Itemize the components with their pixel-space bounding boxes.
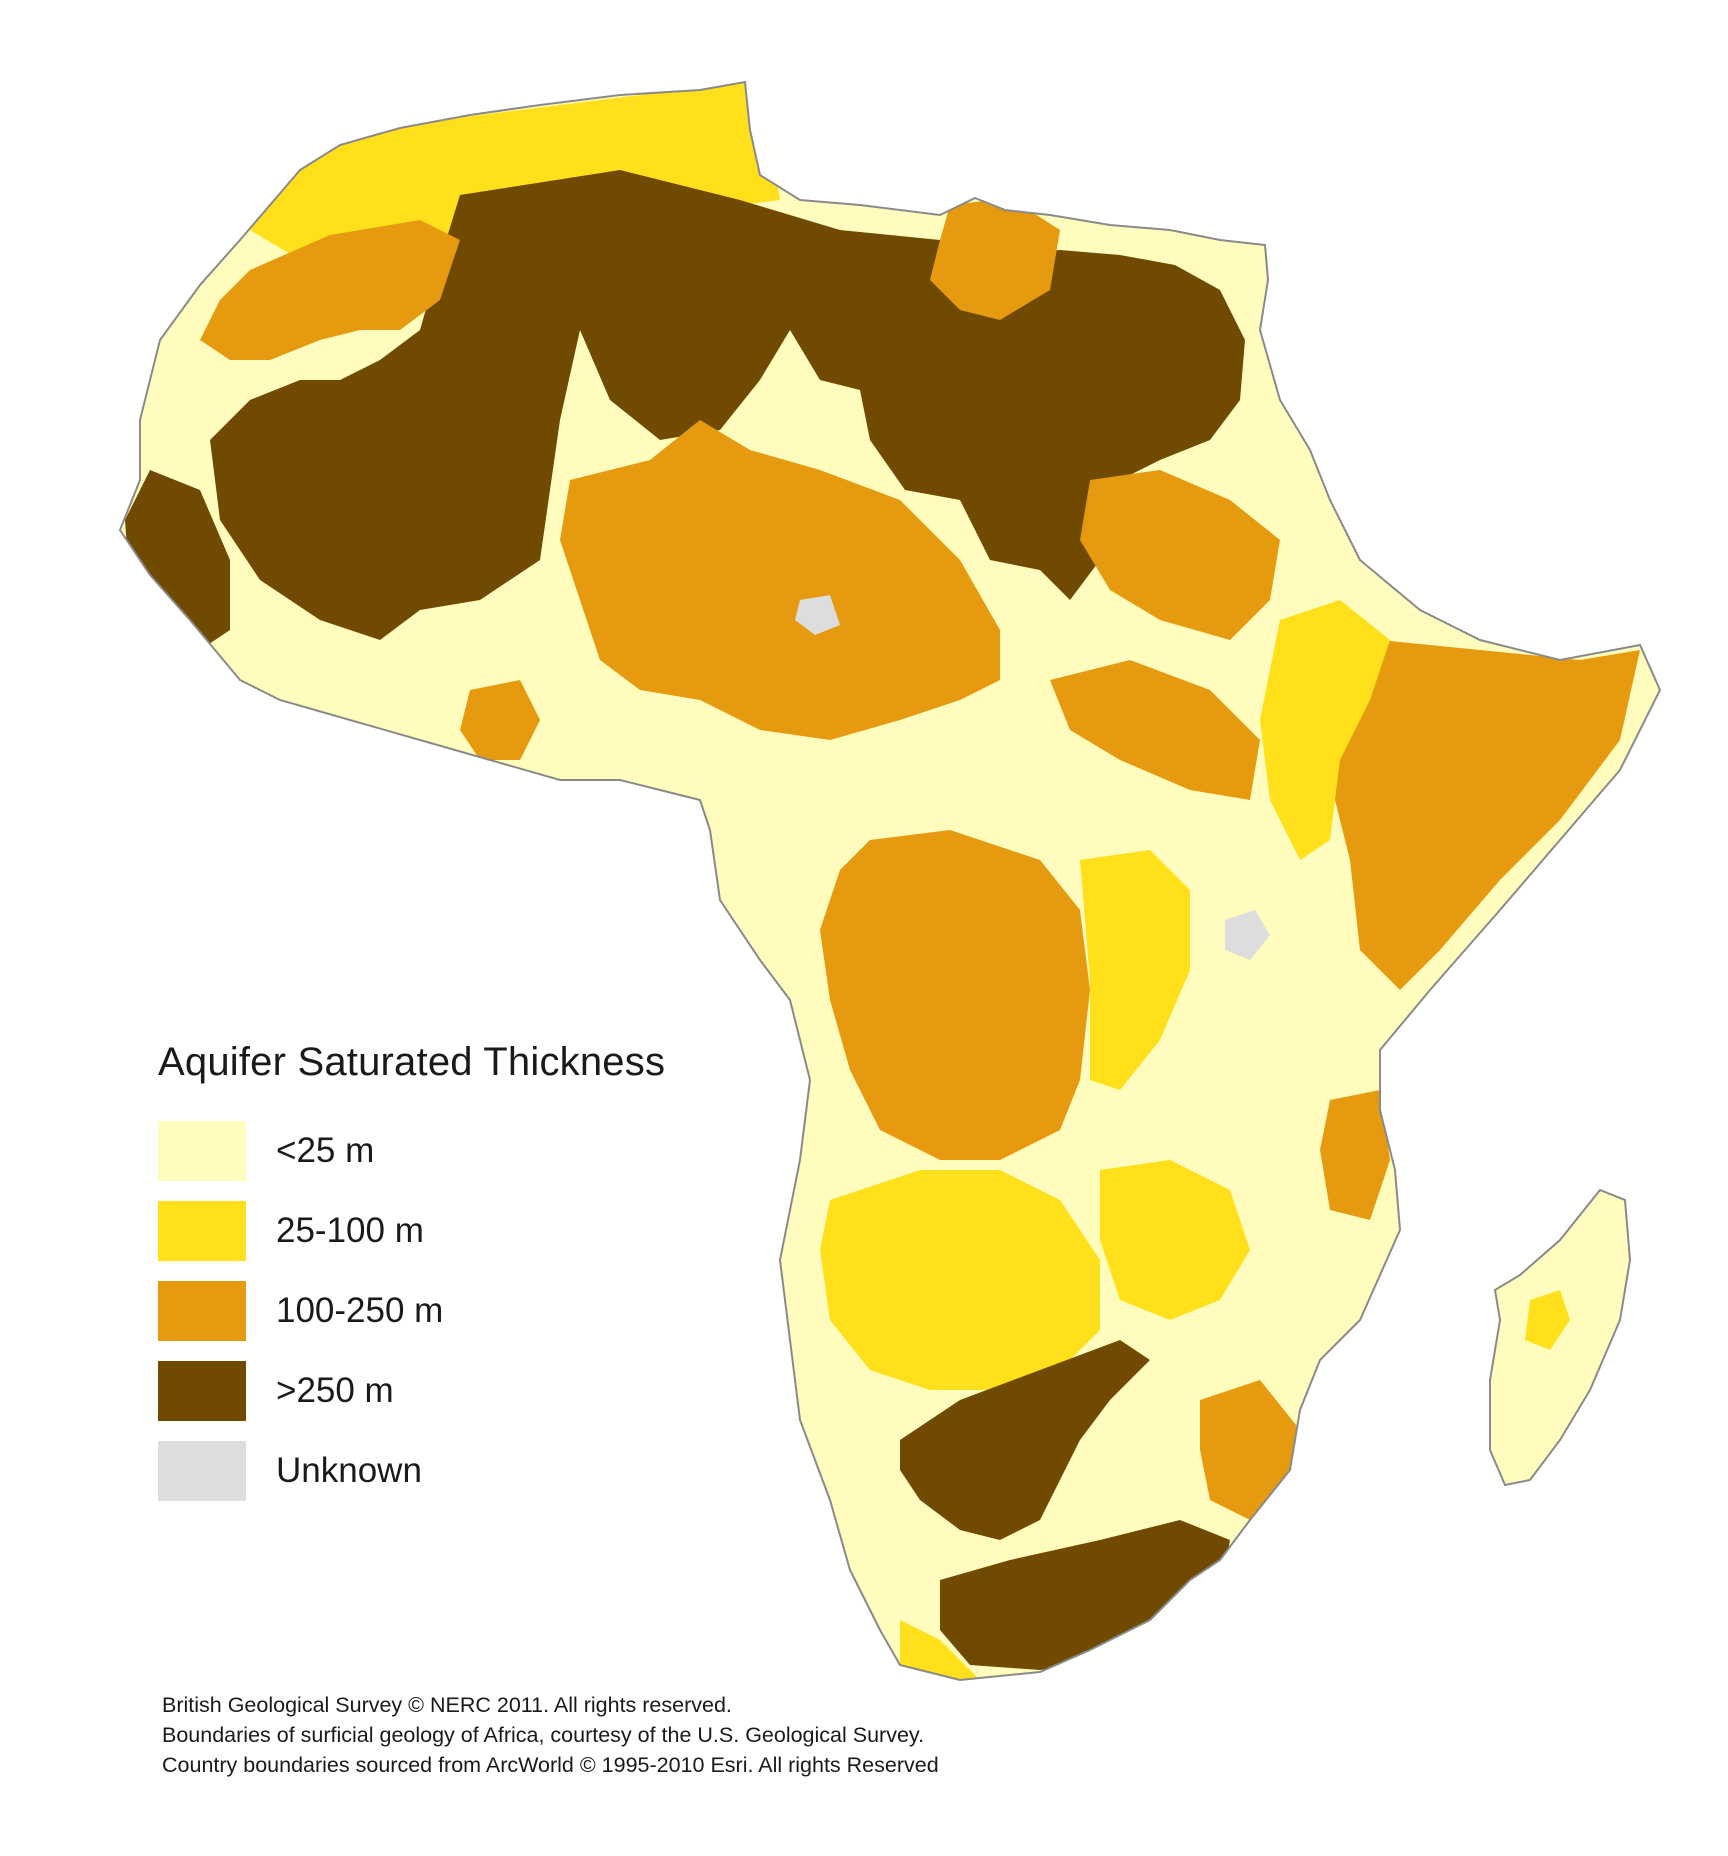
zone-botswana-gt250 (900, 1340, 1150, 1540)
map-legend: Aquifer Saturated Thickness <25 m 25-100… (158, 1040, 718, 1521)
zone-ethiopia-25-100 (1260, 600, 1390, 860)
zone-congo-basin-100-250 (820, 830, 1090, 1160)
legend-label: Unknown (276, 1451, 422, 1490)
zone-unknown-lake-victoria (1225, 910, 1270, 960)
credit-line: Country boundaries sourced from ArcWorld… (162, 1753, 939, 1777)
zone-unknown-sahara (795, 595, 840, 635)
legend-label: 100-250 m (276, 1291, 444, 1330)
zone-libya-100-250 (930, 198, 1060, 320)
legend-swatch (158, 1281, 246, 1341)
zone-tanzania-coast-100-250 (1320, 1090, 1390, 1220)
legend-item-gt250: >250 m (158, 1361, 718, 1421)
zone-niger-delta-100-250 (460, 680, 540, 760)
madagascar (1489, 1188, 1632, 1487)
zone-south-sudan-100-250 (1050, 660, 1260, 800)
legend-swatch (158, 1201, 246, 1261)
legend-item-100-250: 100-250 m (158, 1281, 718, 1341)
legend-swatch (158, 1361, 246, 1421)
legend-swatch (158, 1121, 246, 1181)
legend-item-25-100: 25-100 m (158, 1201, 718, 1261)
credit-line: Boundaries of surficial geology of Afric… (162, 1723, 925, 1747)
zone-mozambique-100-250 (1200, 1380, 1300, 1520)
zone-kalahari-25-100 (820, 1170, 1100, 1390)
legend-title: Aquifer Saturated Thickness (158, 1040, 666, 1084)
zone-central-25-100 (1080, 850, 1190, 1090)
zone-sudan-100-250 (1080, 470, 1280, 640)
legend-swatch (158, 1441, 246, 1501)
legend-label: 25-100 m (276, 1211, 424, 1250)
zone-chad-basin-100-250 (560, 420, 1000, 740)
legend-label: <25 m (276, 1131, 375, 1170)
legend-label: >250 m (276, 1371, 394, 1410)
legend-item-lt25: <25 m (158, 1121, 718, 1181)
zone-horn-100-250 (1300, 640, 1640, 990)
credits: British Geological Survey © NERC 2011. A… (162, 1690, 939, 1780)
zone-north-coast-25-100 (250, 82, 780, 260)
zone-maghreb-100-250 (200, 220, 460, 360)
credit-line: British Geological Survey © NERC 2011. A… (162, 1693, 732, 1717)
zone-zambezi-25-100 (1100, 1160, 1250, 1320)
legend-item-unknown: Unknown (158, 1441, 718, 1501)
madagascar-25-100 (1525, 1290, 1570, 1350)
